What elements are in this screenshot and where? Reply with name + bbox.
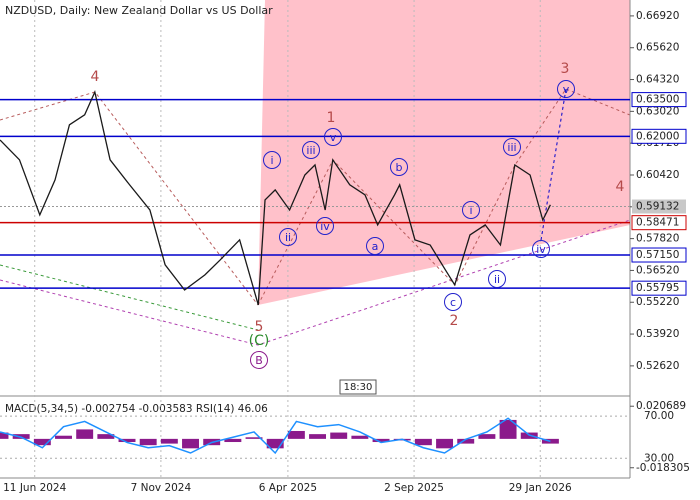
wave-circle: [263, 151, 281, 169]
macd-bar: [351, 435, 369, 439]
wave-label: i: [469, 204, 472, 217]
wave-label: 5: [255, 319, 264, 335]
x-tick-label: 6 Apr 2025: [259, 482, 317, 494]
wave-circle: [279, 228, 297, 246]
macd-bar: [330, 432, 348, 439]
wave-circle: [316, 217, 334, 235]
wave-label: 2: [450, 313, 459, 329]
current-price-label: 0.59132: [636, 201, 679, 213]
wave-label: v: [563, 83, 570, 96]
level-label: 0.57150: [636, 249, 679, 261]
wave-label: 4: [91, 69, 100, 85]
x-tick-label: 11 Jun 2024: [3, 482, 66, 494]
macd-bar: [33, 438, 51, 446]
wave-label: i: [270, 154, 273, 167]
wave-label: ii: [285, 231, 291, 244]
y-tick-label: 0.64320: [636, 74, 679, 86]
level-label-box: [631, 128, 687, 144]
macd-bar: [436, 438, 454, 449]
y-tick-label: 0.53920: [636, 328, 679, 340]
y-tick-label: 0.52620: [636, 360, 679, 372]
macd-bar: [478, 434, 496, 439]
y-tick-label: 0.63020: [636, 105, 679, 117]
level-label: 0.62000: [636, 130, 679, 142]
macd-bar: [414, 438, 432, 446]
macd-bar: [160, 438, 178, 444]
x-tick-label: 29 Jan 2026: [509, 482, 572, 494]
level-label: 0.63500: [636, 94, 679, 106]
y2-tick-label: 70.00: [644, 410, 674, 422]
macd-bar: [97, 434, 115, 439]
indicator-title: MACD(5,34,5) -0.002754 -0.003583 RSI(14)…: [5, 403, 268, 415]
wave-circle: [557, 80, 575, 98]
wave-circle: [532, 240, 550, 258]
macd-bar: [287, 430, 305, 439]
price-line: [0, 89, 551, 306]
macd-bar: [55, 435, 72, 439]
level-label: 0.58471: [636, 217, 679, 229]
y-tick-label: -0.018305: [636, 462, 690, 474]
level-label-box: [631, 92, 687, 108]
time-label: 18:30: [344, 382, 373, 393]
wave-label: B: [255, 354, 263, 367]
wave-label: 1: [327, 110, 336, 126]
macd-bar: [139, 438, 157, 446]
wave-circle: [462, 201, 480, 219]
macd-bar: [182, 438, 199, 449]
y-tick-label: 0.60420: [636, 169, 679, 181]
macd-bar: [224, 438, 242, 443]
y-tick-label: 0.56520: [636, 264, 679, 276]
y-tick-label: 0.65620: [636, 42, 679, 54]
time-box: [339, 379, 377, 395]
level-label-box: [631, 215, 687, 231]
macd-bar: [76, 429, 94, 439]
wave-circle: [444, 293, 462, 311]
wave-circle: [250, 351, 268, 369]
wave-label: iv: [536, 243, 546, 256]
wave-label: 4: [616, 179, 625, 195]
macd-bar: [372, 438, 390, 443]
level-label-box: [631, 247, 687, 263]
wave-label: iv: [320, 220, 330, 233]
x-tick-label: 7 Nov 2024: [131, 482, 192, 494]
macd-bar: [118, 438, 136, 443]
x-tick-label: 2 Sep 2025: [384, 482, 444, 494]
wave-label: 3: [561, 61, 570, 77]
wave-label: a: [372, 240, 379, 253]
macd-bar: [245, 437, 263, 439]
macd-bar: [309, 434, 327, 439]
dashed-wave: [0, 219, 631, 346]
rsi-line: [0, 417, 551, 455]
y-tick-label: 0.55220: [636, 296, 679, 308]
wave-label: b: [396, 161, 403, 174]
macd-bar: [0, 432, 9, 439]
dashed-wave: [0, 91, 259, 306]
wave-label: v: [330, 131, 337, 144]
y-tick-label: 0.57820: [636, 233, 679, 245]
macd-bar: [266, 438, 284, 449]
wave-circle: [390, 158, 408, 176]
y-tick-label: 0.020689: [636, 400, 686, 412]
y2-tick-label: 30.00: [644, 452, 674, 464]
level-label: 0.55795: [636, 282, 679, 294]
macd-bar: [499, 419, 517, 439]
pink-zone: [258, 0, 630, 305]
chart-title: NZDUSD, Daily: New Zealand Dollar vs US …: [5, 4, 273, 17]
level-label-box: [631, 280, 687, 296]
wave-label: ii: [494, 273, 500, 286]
y-tick-label: 0.66920: [636, 10, 679, 22]
current-price-box: [632, 199, 686, 214]
dashed-wave: [0, 264, 259, 331]
wave-label: iii: [507, 141, 516, 154]
wave-circle: [302, 141, 320, 159]
wave-circle: [366, 237, 384, 255]
wave-label: (C): [249, 333, 270, 349]
macd-bar: [457, 438, 475, 444]
wave-circle: [503, 138, 521, 156]
wave-circle: [324, 128, 342, 146]
wave-label: iii: [306, 144, 315, 157]
wave-circle: [488, 270, 506, 288]
wave-label: c: [450, 296, 456, 309]
